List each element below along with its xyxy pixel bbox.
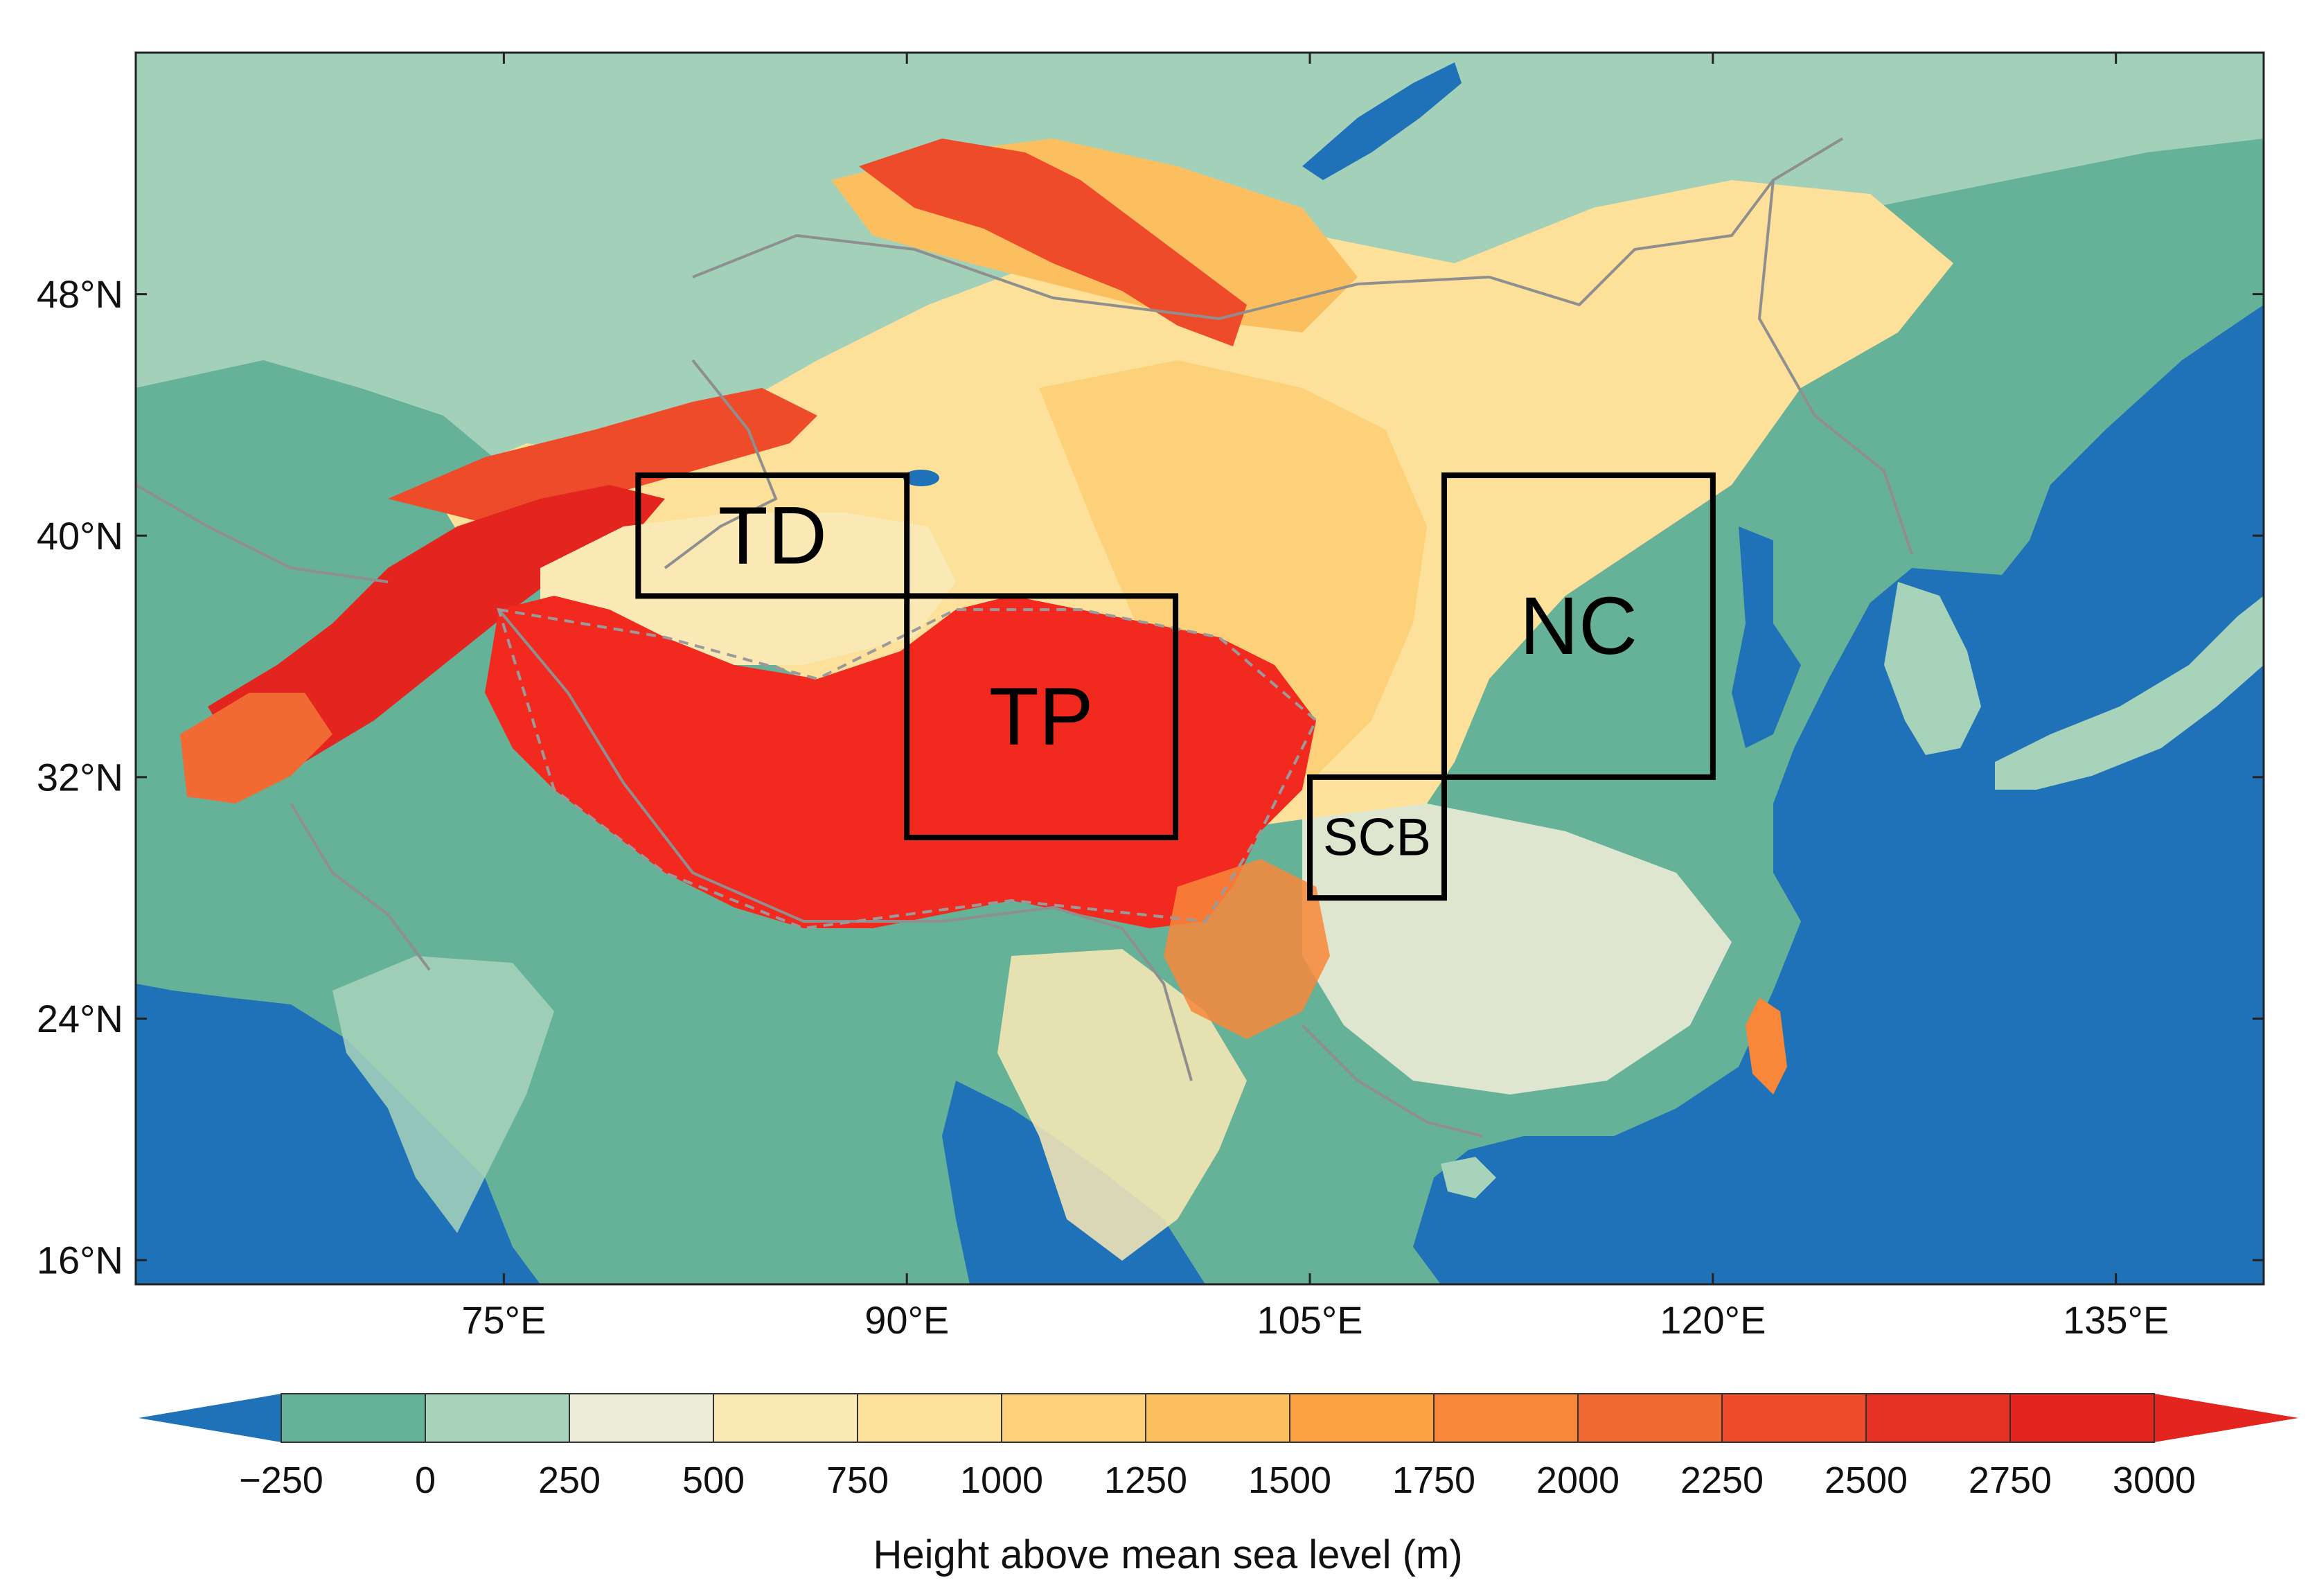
taiwan-island <box>1746 998 1787 1094</box>
altai-range <box>859 139 1247 346</box>
loess-plateau <box>1039 360 1427 776</box>
colorbar-segment <box>425 1394 570 1442</box>
region-label-scb: SCB <box>1323 808 1431 867</box>
colorbar-segment <box>1002 1394 1146 1442</box>
colorbar-segment <box>569 1394 714 1442</box>
colorbar-tick-label: 500 <box>682 1460 745 1501</box>
colorbar-tick-label: 1000 <box>960 1460 1043 1501</box>
colorbar-tick-label: 1250 <box>1104 1460 1187 1501</box>
colorbar-under-arrow <box>139 1394 281 1442</box>
lon-tick-label: 90°E <box>864 1298 949 1342</box>
colorbar-segment <box>1434 1394 1579 1442</box>
border-line <box>1301 1024 1483 1137</box>
border-line <box>664 359 778 569</box>
hindu-kush <box>180 693 332 804</box>
colorbar-tick-label: −250 <box>239 1460 323 1501</box>
lon-tick-label: 120°E <box>1660 1298 1766 1342</box>
region-box-tp <box>904 593 1179 841</box>
colorbar-tick-label: 1750 <box>1392 1460 1475 1501</box>
lat-tick-label: 40°N <box>37 514 123 558</box>
colorbar-title: Height above mean sea level (m) <box>873 1532 1462 1577</box>
south-china-hills <box>1302 804 1732 1094</box>
border-line <box>136 484 389 583</box>
lat-tick-label: 24°N <box>37 997 123 1040</box>
tibetan-plateau <box>485 596 1316 928</box>
colorbar-tick-label: 1500 <box>1248 1460 1331 1501</box>
colorbar-segment <box>1722 1394 1867 1442</box>
yellow-sea <box>1732 526 1801 748</box>
colorbar-segment <box>1578 1394 1723 1442</box>
lat-tick-label: 48°N <box>37 272 123 316</box>
map-axis-ticks: 48°N 40°N 32°N 24°N 16°N 75°E 90°E 105°E 120°E 13… <box>37 53 2264 1342</box>
colorbar-segment <box>281 1394 426 1442</box>
lat-tick-label: 32°N <box>37 755 123 799</box>
border-line <box>1757 179 1913 555</box>
colorbar-tick-label: 750 <box>826 1460 889 1501</box>
pamir-karakoram <box>208 485 665 776</box>
korea-peninsula <box>1884 582 1981 755</box>
plateau-outline-dashed <box>497 608 1318 930</box>
map-panel <box>136 53 2264 1284</box>
colorbar-segment <box>1290 1394 1435 1442</box>
colorbar-tick-label: 2750 <box>1969 1460 2052 1501</box>
colorbar-segment <box>2010 1394 2155 1442</box>
border-line <box>497 608 1193 1081</box>
colorbar-segment <box>713 1394 858 1442</box>
border-line <box>692 137 1844 321</box>
elevation-colorbar: −250 0 250 500 750 1000 1250 1500 1750 2000 2250 25… <box>139 1393 2298 1577</box>
southeast-asia-hills <box>997 949 1247 1261</box>
colorbar-over-arrow <box>2154 1394 2298 1442</box>
region-label-nc: NC <box>1520 580 1637 672</box>
map-frame <box>134 51 2265 1286</box>
colorbar-tick-label: 3000 <box>2113 1460 2196 1501</box>
lon-tick-label: 135°E <box>2063 1298 2169 1342</box>
colorbar-segment <box>1866 1394 2011 1442</box>
colorbar-tick-label: 2250 <box>1680 1460 1764 1501</box>
colorbar-tick-label: 0 <box>415 1460 436 1501</box>
region-box-td <box>635 472 910 599</box>
japan-islands <box>1995 596 2264 790</box>
region-label-tp: TP <box>989 671 1094 763</box>
colorbar-tick-label: 250 <box>538 1460 601 1501</box>
hainan-island <box>1441 1157 1496 1198</box>
lake-baikal <box>1302 62 1462 180</box>
hengduan-mountains <box>1164 859 1330 1039</box>
colorbar-segment <box>858 1394 1002 1442</box>
border-line <box>290 802 431 971</box>
colorbar-tick-label: 2000 <box>1536 1460 1619 1501</box>
region-box-scb <box>1307 774 1447 901</box>
country-borders <box>136 137 1913 1137</box>
colorbar-segment <box>1146 1394 1290 1442</box>
region-label-td: TD <box>718 490 827 581</box>
region-box-nc <box>1441 472 1716 780</box>
lon-tick-label: 75°E <box>461 1298 546 1342</box>
lat-tick-label: 16°N <box>37 1239 123 1282</box>
india-hills <box>332 956 554 1233</box>
lon-tick-label: 105°E <box>1257 1298 1362 1342</box>
study-region-boxes: TD TP SCB NC <box>635 472 1716 901</box>
lake-balkhash <box>903 470 939 486</box>
colorbar-tick-label: 2500 <box>1825 1460 1908 1501</box>
tianshan-range <box>388 388 817 526</box>
